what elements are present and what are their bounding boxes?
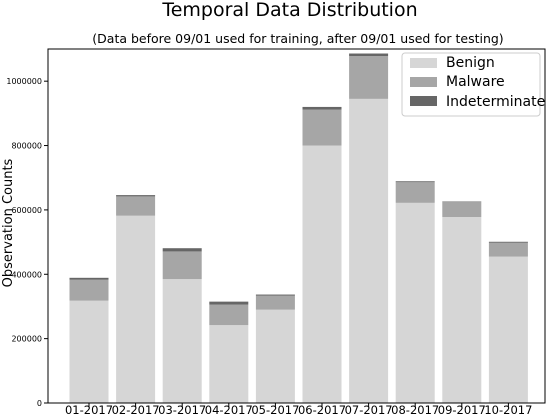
x-axis-ticks: 01-201702-201703-201704-201705-201706-20… [65, 403, 532, 416]
legend-swatch-indeterminate [410, 96, 437, 106]
bar-benign-03-2017 [162, 279, 202, 403]
chart-subtitle: (Data before 09/01 used for training, af… [92, 31, 503, 46]
bar-indeterminate-02-2017 [116, 195, 156, 197]
legend-label-indeterminate: Indeterminate [446, 94, 545, 110]
legend: Benign Malware Indeterminate [401, 52, 545, 117]
bar-indeterminate-10-2017 [488, 241, 528, 243]
bar-indeterminate-08-2017 [395, 181, 435, 183]
x-tick-label: 04-2017 [205, 403, 253, 416]
bars-layer [69, 53, 528, 404]
x-tick-label: 03-2017 [158, 403, 206, 416]
bar-benign-08-2017 [395, 202, 435, 403]
y-axis-label: Observation Counts [1, 158, 16, 287]
bar-benign-04-2017 [209, 325, 249, 403]
x-tick-label: 10-2017 [484, 403, 532, 416]
bar-indeterminate-03-2017 [162, 248, 202, 252]
y-tick-label: 1000000 [6, 77, 42, 86]
bar-benign-02-2017 [116, 215, 156, 403]
bar-malware-07-2017 [349, 56, 389, 99]
bar-malware-05-2017 [255, 295, 295, 310]
legend-label-benign: Benign [446, 55, 495, 71]
bar-indeterminate-04-2017 [209, 301, 249, 305]
y-axis-ticks: 0 200000 400000 600000 800000 1000000 [6, 77, 48, 408]
y-tick-label: 600000 [11, 206, 42, 215]
x-tick-label: 02-2017 [112, 403, 160, 416]
bar-malware-09-2017 [442, 202, 482, 217]
bar-benign-07-2017 [349, 98, 389, 403]
bar-benign-01-2017 [69, 300, 109, 403]
bar-malware-01-2017 [69, 279, 109, 301]
bar-benign-06-2017 [302, 145, 342, 404]
legend-swatch-benign [410, 58, 437, 68]
bar-indeterminate-07-2017 [349, 53, 389, 57]
bar-malware-10-2017 [488, 242, 528, 257]
plot-area-frame [47, 48, 546, 404]
y-tick-label: 400000 [11, 270, 42, 279]
bar-benign-10-2017 [488, 256, 528, 403]
x-tick-label: 09-2017 [438, 403, 486, 416]
y-tick-label: 800000 [11, 142, 42, 151]
bar-benign-05-2017 [255, 309, 295, 403]
x-tick-label: 05-2017 [251, 403, 299, 416]
bar-malware-04-2017 [209, 304, 249, 326]
bar-malware-03-2017 [162, 251, 202, 280]
x-tick-label: 08-2017 [391, 403, 439, 416]
bar-malware-02-2017 [116, 196, 156, 216]
legend-swatch-malware [410, 77, 437, 87]
y-tick-label: 200000 [11, 335, 42, 344]
bar-indeterminate-01-2017 [69, 277, 109, 280]
bar-malware-06-2017 [302, 109, 342, 146]
y-tick-label: 0 [37, 399, 42, 408]
bar-indeterminate-06-2017 [302, 106, 342, 110]
x-tick-label: 07-2017 [345, 403, 393, 416]
x-tick-label: 06-2017 [298, 403, 346, 416]
bar-malware-08-2017 [395, 182, 435, 203]
legend-label-malware: Malware [446, 74, 505, 90]
chart-title: Temporal Data Distribution [161, 0, 417, 21]
x-tick-label: 01-2017 [65, 403, 113, 416]
bar-indeterminate-05-2017 [255, 294, 295, 296]
bar-benign-09-2017 [442, 216, 482, 403]
bar-indeterminate-09-2017 [442, 201, 482, 203]
